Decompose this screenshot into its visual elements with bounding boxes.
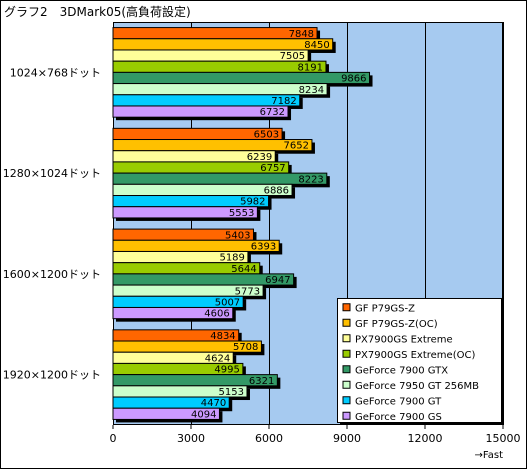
x-tick-label: 12000	[408, 432, 443, 445]
legend-swatch	[342, 318, 351, 327]
bar-value-label: 5982	[240, 197, 265, 208]
bar-value-label: 5773	[235, 286, 260, 297]
bar-value-label: 6947	[265, 275, 290, 286]
bar-value-label: 6393	[251, 241, 276, 252]
bar	[112, 60, 327, 73]
bar-value-label: 5553	[229, 208, 254, 219]
bar-value-label: 4834	[210, 331, 235, 342]
bar	[112, 105, 289, 118]
bar	[112, 139, 313, 152]
legend-swatch	[342, 349, 351, 358]
bar-value-label: 7182	[271, 96, 296, 107]
bar-value-label: 9866	[341, 74, 366, 85]
bar-value-label: 7848	[289, 29, 314, 40]
x-tick-label: 6000	[255, 432, 283, 445]
legend-swatch	[342, 380, 351, 389]
y-category-label: 1024×768ドット	[10, 66, 101, 79]
x-tick-label: 15000	[486, 432, 521, 445]
bar-value-label: 5007	[215, 297, 240, 308]
legend-swatch	[342, 396, 351, 405]
x-tick-label: 3000	[177, 432, 205, 445]
legend-swatch	[342, 303, 351, 312]
legend-swatch	[342, 411, 351, 420]
bar-value-label: 8450	[304, 40, 329, 51]
bar	[112, 306, 234, 320]
axis-note: →Fast	[475, 450, 504, 461]
bar-value-label: 6503	[254, 130, 279, 141]
bar	[112, 407, 220, 420]
legend-swatch	[342, 334, 351, 343]
bar-value-label: 8234	[299, 85, 324, 96]
bar	[112, 172, 328, 185]
bar-value-label: 4094	[191, 409, 216, 420]
bar-value-label: 4470	[201, 398, 226, 409]
bar	[112, 83, 328, 96]
legend	[337, 298, 502, 423]
bar-value-label: 4624	[205, 353, 230, 364]
bar-value-label: 6239	[247, 152, 272, 163]
legend-entry: GeForce 7900 GT	[355, 396, 442, 407]
bar-value-label: 8223	[298, 174, 323, 185]
legend-entry: GeForce 7900 GS	[355, 412, 442, 423]
bar-value-label: 6757	[260, 163, 285, 174]
bar-value-label: 5644	[231, 264, 256, 275]
bar	[112, 27, 318, 40]
bar-value-label: 5153	[219, 387, 244, 398]
legend-swatch	[342, 365, 351, 374]
legend-entry: GeForce 7950 GT 256MB	[355, 381, 479, 392]
legend-entry: GF P79GS-Z	[355, 303, 415, 314]
x-tick-label: 9000	[333, 432, 361, 445]
x-tick-label: 0	[110, 432, 117, 445]
bar-value-label: 6732	[260, 107, 285, 118]
bar-value-label: 6886	[264, 186, 289, 197]
y-category-label: 1280×1024ドット	[3, 167, 101, 180]
bar	[112, 71, 371, 85]
legend-entry: GF P79GS-Z(OC)	[355, 319, 438, 330]
legend-entry: GeForce 7900 GTX	[355, 365, 448, 376]
bar	[112, 38, 334, 51]
bar-value-label: 4606	[204, 309, 229, 320]
y-category-label: 1920×1200ドット	[3, 369, 101, 382]
bar-value-label: 7505	[280, 51, 305, 62]
bar-value-label: 4995	[214, 365, 239, 376]
bar-value-label: 5189	[219, 253, 244, 264]
bar-value-label: 5403	[225, 230, 250, 241]
bar-value-label: 5708	[233, 342, 258, 353]
y-category-label: 1600×1200ドット	[3, 268, 101, 281]
bar-value-label: 6321	[249, 376, 274, 387]
legend-entry: PX7900GS Extreme(OC)	[355, 350, 475, 361]
chart-title: グラフ2 3DMark05(高負荷設定)	[4, 5, 191, 19]
bar-value-label: 7652	[283, 141, 308, 152]
plot-border	[113, 22, 503, 425]
legend-entry: PX7900GS Extreme	[355, 334, 453, 345]
bar-value-label: 8191	[298, 62, 323, 73]
bar	[112, 206, 258, 219]
